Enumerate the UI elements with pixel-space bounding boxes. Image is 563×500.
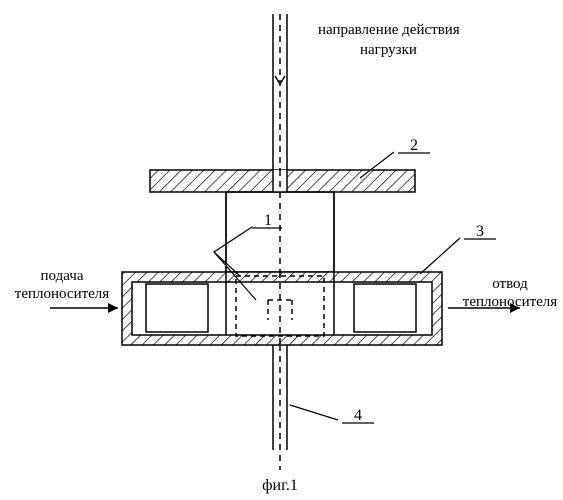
label-load-direction-line2: нагрузки <box>360 42 417 58</box>
label-supply-line1: подача <box>41 268 84 284</box>
vessel-inner <box>132 282 432 335</box>
callout-4: 4 <box>354 407 362 424</box>
callout-1-leader-a <box>214 227 252 276</box>
label-outlet-line2: теплоносителя <box>463 294 558 310</box>
supply-arrow-head <box>108 303 118 313</box>
label-load-direction-line1: направление действия <box>318 22 460 38</box>
label-outlet-line1: отвод <box>492 276 528 292</box>
figure-caption: фиг.1 <box>262 477 298 494</box>
callout-3: 3 <box>476 223 484 240</box>
callout-3-leader <box>420 238 460 274</box>
label-supply-line2: теплоносителя <box>15 286 110 302</box>
callout-4-leader <box>290 405 338 420</box>
callout-2: 2 <box>410 137 418 154</box>
callout-1: 1 <box>264 212 272 229</box>
